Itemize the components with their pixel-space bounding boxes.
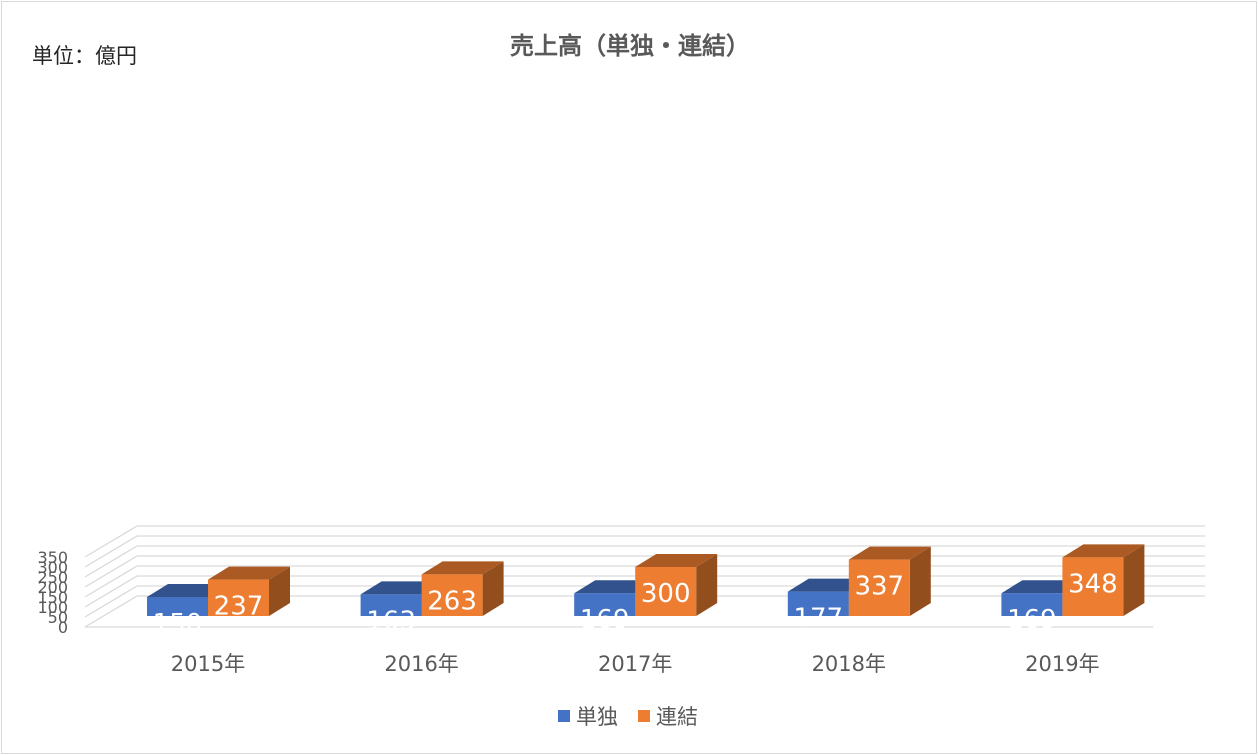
data-label: 263 xyxy=(427,586,477,616)
gridline-diagonal xyxy=(84,575,138,608)
x-tick-label: 2019年 xyxy=(1025,652,1099,676)
bar-side xyxy=(1123,544,1145,616)
y-tick-label: 300 xyxy=(37,558,68,577)
data-label: 163 xyxy=(366,606,416,636)
legend-item-consolidated: 連結 xyxy=(638,701,698,731)
bar-side xyxy=(696,554,718,616)
bar-consolidated xyxy=(208,579,269,616)
bar-consolidated xyxy=(421,574,483,616)
data-label: 177 xyxy=(793,604,843,634)
data-label: 337 xyxy=(854,572,904,602)
data-label: 169 xyxy=(580,605,630,635)
y-tick-label: 100 xyxy=(37,598,68,617)
bar-standalone xyxy=(574,593,636,616)
data-label: 300 xyxy=(641,579,691,609)
gridline-diagonal xyxy=(84,535,138,568)
y-tick-label: 200 xyxy=(37,578,68,597)
y-tick-label: 50 xyxy=(48,608,68,627)
data-label: 237 xyxy=(214,592,264,622)
y-tick-label: 350 xyxy=(37,548,68,567)
bar-top xyxy=(1062,544,1145,558)
bar-top xyxy=(848,546,931,560)
legend-swatch-standalone xyxy=(558,710,570,722)
data-label: 150 xyxy=(153,609,203,639)
legend-label-standalone: 単独 xyxy=(576,705,618,729)
unit-label: 単位：億円 xyxy=(32,44,137,68)
legend-item-standalone: 単独 xyxy=(558,701,618,731)
gridline-diagonal xyxy=(84,545,138,578)
data-label: 348 xyxy=(1068,569,1118,599)
bar-top xyxy=(421,561,504,575)
data-label: 169 xyxy=(1007,605,1057,635)
chart-title: 売上高（単独・連結） xyxy=(510,32,750,60)
bar-side xyxy=(269,566,290,616)
gridline-diagonal xyxy=(84,525,138,558)
chart-legend: 単独 連結 xyxy=(0,701,1256,731)
bar-top xyxy=(208,566,290,580)
gridline-diagonal xyxy=(84,555,138,588)
bar-standalone xyxy=(360,594,422,616)
x-tick-label: 2016年 xyxy=(384,652,458,676)
gridline-diagonal xyxy=(84,585,138,618)
bar-consolidated xyxy=(635,567,697,616)
bar-consolidated xyxy=(1062,557,1124,616)
gridline-diagonal xyxy=(84,595,138,628)
x-tick-label: 2018年 xyxy=(812,652,886,676)
legend-swatch-consolidated xyxy=(638,710,650,722)
y-tick-label: 0 xyxy=(58,618,68,637)
bar-standalone xyxy=(1001,593,1063,616)
legend-label-consolidated: 連結 xyxy=(656,705,698,729)
bar-top xyxy=(635,554,718,567)
bar-standalone xyxy=(787,591,849,616)
y-tick-label: 250 xyxy=(37,568,68,587)
x-tick-label: 2017年 xyxy=(598,652,672,676)
bar-standalone xyxy=(147,597,208,616)
bar-side xyxy=(482,561,504,616)
bar-consolidated xyxy=(848,559,910,616)
x-tick-label: 2015年 xyxy=(171,652,245,676)
y-tick-label: 150 xyxy=(37,588,68,607)
gridline-diagonal xyxy=(84,565,138,598)
bar-side xyxy=(909,546,931,616)
